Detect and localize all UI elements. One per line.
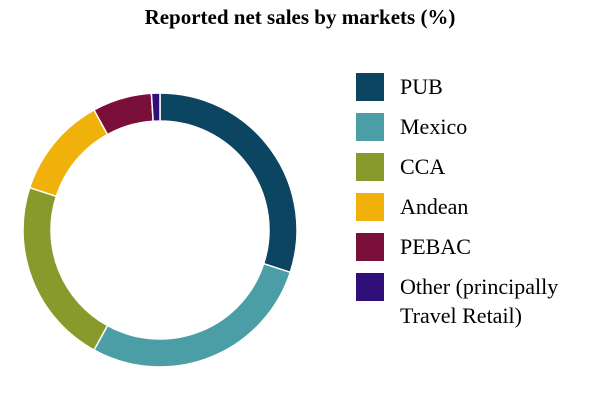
legend-swatch [356, 153, 384, 181]
legend-swatch [356, 73, 384, 101]
legend-swatch [356, 113, 384, 141]
legend-item: PUB [356, 72, 600, 101]
legend-item: Mexico [356, 112, 600, 141]
legend-item: Other (principally Travel Retail) [356, 272, 600, 330]
legend-item: Andean [356, 192, 600, 221]
donut-slice-cca [22, 186, 109, 352]
legend-label: Mexico [400, 114, 468, 139]
legend-label: PUB [400, 74, 443, 99]
legend-item: CCA [356, 152, 600, 181]
legend-swatch [356, 233, 384, 261]
donut-slice-pub [159, 92, 298, 274]
legend-swatch [356, 273, 384, 301]
legend-label: PEBAC [400, 234, 471, 259]
legend-label: Other (principally Travel Retail) [400, 274, 559, 328]
legend-label: CCA [400, 154, 446, 179]
donut-slice-andean [28, 108, 109, 198]
donut-slice-other [150, 92, 161, 123]
legend-swatch [356, 193, 384, 221]
legend-label: Andean [400, 194, 469, 219]
chart-title: Reported net sales by markets (%) [144, 5, 456, 29]
donut-slice-mexico [92, 262, 292, 368]
legend-item: PEBAC [356, 232, 600, 261]
chart-legend: PUB Mexico CCA Andean PEBAC Other (principall… [356, 72, 600, 341]
